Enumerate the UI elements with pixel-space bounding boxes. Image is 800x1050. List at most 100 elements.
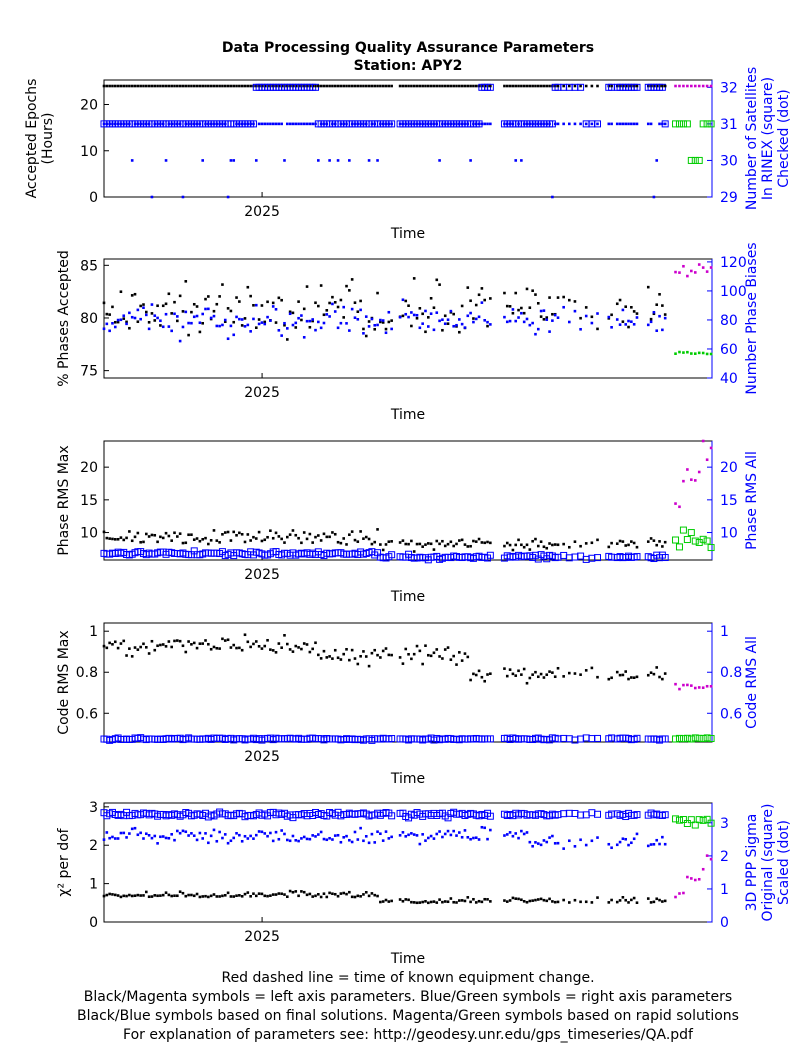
chi2-point bbox=[522, 899, 526, 903]
sigma-scaled-point bbox=[376, 830, 379, 834]
chi2-point bbox=[254, 894, 258, 898]
phase-rms-all-point bbox=[571, 553, 579, 561]
phases-accepted-point bbox=[539, 315, 543, 318]
sigma-scaled-point bbox=[469, 837, 472, 841]
sigma-scaled-point bbox=[173, 838, 176, 842]
phases-accepted-point bbox=[139, 304, 142, 308]
rinex-sat-point bbox=[633, 83, 641, 91]
code-rms-max-point bbox=[607, 677, 611, 681]
epochs-point bbox=[229, 84, 233, 88]
phase-biases-point bbox=[288, 312, 292, 316]
chi2-point bbox=[545, 899, 549, 903]
rapid-chi2-point bbox=[709, 857, 713, 861]
sigma-original-point bbox=[577, 811, 585, 819]
code-rms-max-point bbox=[545, 673, 549, 677]
phase-rms-max-point bbox=[274, 531, 278, 535]
epochs-point bbox=[562, 84, 565, 88]
phase-biases-point bbox=[297, 316, 300, 320]
phase-rms-max-point bbox=[212, 529, 216, 532]
phases-accepted-point bbox=[483, 298, 487, 302]
chi2-point bbox=[596, 896, 599, 899]
phases-accepted-point bbox=[556, 296, 560, 299]
epochs-point bbox=[187, 84, 190, 88]
chi2-point bbox=[568, 901, 571, 904]
phase-rms-max-point bbox=[136, 531, 140, 535]
sigma-scaled-point bbox=[215, 839, 219, 843]
right-axis-label: Number Phase Biases bbox=[744, 242, 760, 394]
phases-accepted-point bbox=[390, 319, 393, 322]
chi2-point bbox=[229, 895, 233, 898]
code-rms-all-point bbox=[633, 734, 641, 742]
rapid-rms-max-point bbox=[697, 470, 701, 474]
epochs-point bbox=[458, 84, 461, 88]
code-rms-max-point bbox=[150, 639, 154, 643]
code-rms-max-point bbox=[336, 656, 340, 660]
phase-rms-max-point bbox=[505, 541, 509, 545]
right-tick-label: 60 bbox=[720, 342, 738, 358]
checked-sat-point bbox=[271, 122, 275, 126]
phase-rms-max-point bbox=[167, 534, 171, 538]
checked-sat-point bbox=[269, 122, 272, 126]
epochs-point bbox=[364, 84, 368, 88]
phase-rms-max-point bbox=[308, 532, 312, 536]
chi2-point bbox=[342, 891, 346, 895]
sigma-scaled-point bbox=[305, 837, 309, 841]
rapid-chi2-point bbox=[697, 877, 701, 881]
phase-rms-max-point bbox=[455, 542, 458, 546]
left-tick-label: 0 bbox=[89, 915, 98, 931]
right-tick-label: 80 bbox=[720, 313, 738, 329]
sigma-scaled-point bbox=[356, 838, 360, 841]
code-rms-all-point bbox=[594, 734, 602, 742]
epochs-point bbox=[463, 84, 467, 88]
rapid-sigma-point bbox=[707, 819, 715, 827]
chi2-point bbox=[339, 892, 343, 895]
epochs-point bbox=[412, 84, 416, 88]
phases-accepted-point bbox=[195, 305, 199, 308]
phase-biases-point bbox=[418, 326, 422, 330]
phases-accepted-point bbox=[415, 316, 419, 320]
rapid-rms-max-point bbox=[682, 479, 685, 483]
phase-rms-max-point bbox=[314, 535, 317, 539]
phases-accepted-point bbox=[204, 297, 207, 301]
code-rms-max-point bbox=[373, 648, 377, 652]
phases-accepted-point bbox=[170, 312, 173, 315]
chi2-point bbox=[556, 900, 560, 904]
checked-sat-point bbox=[263, 122, 267, 126]
code-rms-max-point bbox=[584, 669, 588, 672]
code-rms-max-point bbox=[534, 670, 537, 674]
checked-sat-point bbox=[562, 122, 565, 126]
phase-biases-point bbox=[466, 314, 470, 318]
chi2-point bbox=[119, 895, 123, 899]
phase-rms-max-point bbox=[590, 541, 594, 545]
phases-accepted-point bbox=[610, 313, 613, 317]
checked-sat-point bbox=[584, 122, 588, 126]
epochs-point bbox=[209, 84, 213, 88]
phase-rms-max-point bbox=[449, 540, 453, 544]
epochs-point bbox=[317, 84, 320, 88]
phase-rms-max-point bbox=[348, 533, 351, 537]
code-rms-max-point bbox=[455, 663, 458, 666]
phase-biases-point bbox=[302, 336, 306, 339]
phase-rms-max-point bbox=[302, 531, 306, 534]
code-rms-max-point bbox=[294, 644, 298, 648]
phases-accepted-point bbox=[176, 319, 179, 323]
phase-rms-max-point bbox=[584, 542, 588, 545]
phase-rms-max-point bbox=[331, 531, 334, 534]
rapid-code-max-point bbox=[705, 684, 709, 688]
checked-sat-point bbox=[277, 122, 281, 126]
sigma-scaled-point bbox=[184, 830, 188, 834]
phase-biases-point bbox=[184, 310, 188, 314]
phase-biases-point bbox=[252, 317, 255, 321]
epochs-point bbox=[407, 84, 410, 88]
phases-accepted-point bbox=[627, 325, 630, 329]
phase-biases-point bbox=[652, 310, 656, 314]
phases-accepted-point bbox=[427, 316, 430, 319]
right-tick-label: 0.6 bbox=[720, 706, 742, 722]
sigma-scaled-point bbox=[246, 837, 250, 840]
checked-sat-point bbox=[556, 122, 560, 126]
chi2-point bbox=[536, 898, 540, 901]
chi2-point bbox=[232, 895, 236, 898]
phase-biases-point bbox=[474, 317, 478, 321]
code-rms-max-point bbox=[480, 675, 484, 679]
